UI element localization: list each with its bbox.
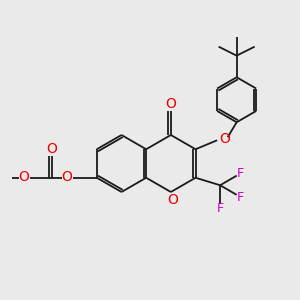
Text: O: O: [167, 193, 178, 207]
Text: O: O: [165, 97, 176, 111]
Text: O: O: [18, 170, 29, 184]
Text: F: F: [237, 167, 244, 180]
Text: O: O: [61, 170, 72, 184]
Text: F: F: [237, 191, 244, 204]
Text: F: F: [217, 202, 224, 215]
Text: O: O: [219, 132, 230, 146]
Text: O: O: [46, 142, 57, 156]
